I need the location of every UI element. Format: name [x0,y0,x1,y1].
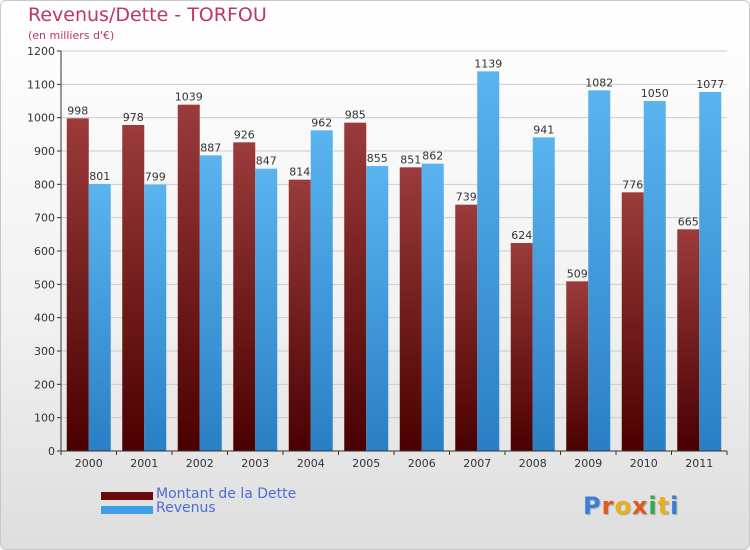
data-label-debt: 739 [456,191,477,204]
logo-letter: r [601,492,615,520]
x-tick-label: 2006 [408,457,436,470]
x-tick-label: 2010 [630,457,658,470]
data-label-revenue: 1050 [641,87,669,100]
bar-debt [455,204,478,451]
bar-revenue [366,166,389,451]
y-tick-label: 300 [34,345,55,358]
data-label-revenue: 1077 [696,78,724,91]
data-label-debt: 814 [289,166,310,179]
bar-debt [122,125,145,451]
y-tick-label: 800 [34,178,55,191]
data-label-revenue: 847 [256,155,277,168]
bar-revenue [255,168,278,451]
bar-debt [66,118,89,451]
y-tick-label: 100 [34,412,55,425]
x-tick-label: 2002 [186,457,214,470]
data-label-revenue: 1139 [474,57,502,70]
bar-debt [177,104,200,452]
y-tick-label: 900 [34,145,55,158]
data-label-debt: 926 [234,128,255,141]
x-tick-label: 2004 [297,457,325,470]
axes: 0 100 200 300 400 500 600 700 800 900 1000 1100 1200… [27,45,728,470]
data-label-revenue: 801 [89,170,110,183]
y-tick-label: 1100 [27,78,55,91]
data-label-revenue: 962 [311,116,332,129]
logo-letter: P [583,492,602,520]
bar-debt [510,243,533,451]
logo-letter: i [670,492,680,520]
bar-revenue [477,71,500,451]
y-tick-label: 400 [34,312,55,325]
data-labels: 998 801 978 799 1039 887 926 847 814 962 985 855 851… [67,57,724,280]
data-label-debt: 776 [622,178,643,191]
bar-revenue [88,184,111,451]
logo-letter: o [614,492,632,520]
y-tick-label: 1000 [27,112,55,125]
x-tick-label: 2007 [463,457,491,470]
bar-revenue [199,155,222,452]
logo-letter: i [648,492,658,520]
proxiti-logo: Proxiti [583,492,679,520]
logo-letter: t [657,492,671,520]
data-label-debt: 624 [511,229,532,242]
legend-swatch-revenue [101,506,153,514]
bar-revenue [421,163,444,451]
bar-debt [288,179,311,451]
y-tick-label: 1200 [27,45,55,58]
bar-revenue [699,92,722,451]
data-label-revenue: 799 [145,171,166,184]
bar-revenue [532,137,555,452]
data-label-debt: 978 [123,111,144,124]
x-tick-label: 2008 [519,457,547,470]
bar-debt [677,229,700,451]
y-tick-label: 0 [48,445,55,458]
bar-revenue [643,101,666,451]
data-label-debt: 851 [400,153,421,166]
bar-debt [344,122,367,452]
x-tick-label: 2003 [241,457,269,470]
data-label-revenue: 855 [367,152,388,165]
chart-subtitle: (en milliers d'€) [28,29,115,42]
bar-debt [566,281,589,451]
legend-label-revenue: Revenus [156,500,216,516]
logo-letter: x [631,492,649,520]
bar-revenue [588,90,611,451]
bar-revenue [310,130,333,452]
x-tick-label: 2011 [685,457,713,470]
data-label-debt: 998 [67,104,88,117]
legend-swatch-debt [101,492,153,500]
bar-revenue [144,184,167,451]
data-label-revenue: 862 [422,150,443,163]
data-label-revenue: 1082 [585,76,613,89]
data-label-debt: 1039 [175,91,203,104]
bar-debt [399,167,422,452]
data-label-revenue: 887 [200,141,221,154]
y-tick-label: 700 [34,212,55,225]
data-label-debt: 509 [567,267,588,280]
x-tick-label: 2001 [130,457,158,470]
grid-lines [61,50,727,452]
y-tick-label: 200 [34,378,55,391]
bar-debt [621,192,644,452]
data-label-debt: 985 [345,109,366,122]
y-tick-label: 500 [34,278,55,291]
legend-label-debt: Montant de la Dette [156,486,297,502]
x-tick-label: 2005 [352,457,380,470]
x-tick-label: 2009 [574,457,602,470]
bar-debt [233,142,256,452]
x-tick-label: 2000 [75,457,103,470]
data-label-revenue: 941 [533,123,554,136]
y-tick-label: 600 [34,245,55,258]
chart-title: Revenus/Dette - TORFOU [28,4,267,26]
bars [66,71,722,452]
data-label-debt: 665 [678,215,699,228]
